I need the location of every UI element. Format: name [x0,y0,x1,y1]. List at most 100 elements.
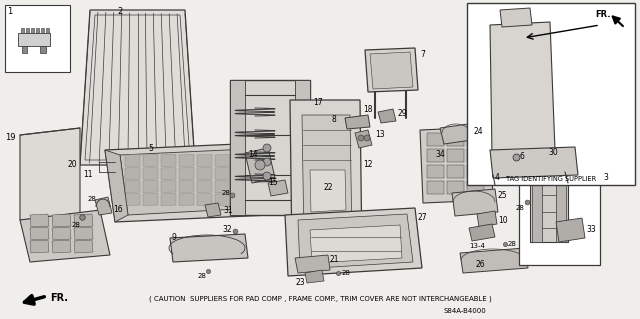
Polygon shape [302,115,352,243]
Polygon shape [74,214,93,227]
Text: 11: 11 [83,170,93,179]
Polygon shape [52,214,71,227]
Text: 28: 28 [72,222,81,228]
Polygon shape [197,194,212,205]
Polygon shape [290,100,362,258]
Polygon shape [490,147,578,178]
Polygon shape [143,181,158,192]
Polygon shape [233,181,248,192]
Polygon shape [179,181,194,192]
Polygon shape [197,154,212,167]
Text: 7: 7 [420,50,425,59]
Text: 2: 2 [117,7,122,16]
Polygon shape [345,115,370,129]
Polygon shape [469,224,495,241]
Polygon shape [74,240,93,253]
Text: 28: 28 [508,241,517,247]
Polygon shape [490,22,555,155]
Polygon shape [80,10,195,165]
Polygon shape [447,149,464,162]
Text: 25: 25 [498,191,508,200]
Polygon shape [95,197,112,215]
Text: 8: 8 [332,115,337,124]
Polygon shape [233,194,248,205]
Polygon shape [355,130,372,148]
Text: 13-4: 13-4 [469,243,485,249]
Polygon shape [161,167,176,180]
Text: 6: 6 [520,152,525,161]
Circle shape [263,172,271,180]
Polygon shape [295,255,330,273]
Polygon shape [467,133,484,146]
Text: 9: 9 [172,233,177,242]
Polygon shape [40,46,46,53]
Polygon shape [233,167,248,180]
Circle shape [263,158,271,166]
Polygon shape [41,28,44,33]
Polygon shape [179,167,194,180]
Text: 24: 24 [473,127,483,136]
Polygon shape [298,214,413,269]
Text: 28: 28 [516,205,525,211]
Text: 22: 22 [324,183,333,192]
Polygon shape [170,234,248,262]
Text: 30: 30 [548,148,557,157]
Polygon shape [5,5,70,72]
Text: FR.: FR. [595,10,611,19]
Polygon shape [125,194,140,205]
Polygon shape [143,194,158,205]
Text: 27: 27 [418,213,428,222]
Text: 20: 20 [68,160,77,169]
Polygon shape [52,240,71,253]
Polygon shape [26,28,29,33]
Text: 15: 15 [268,178,278,187]
Text: 28: 28 [342,270,351,276]
Polygon shape [215,167,230,180]
Text: S84A-B4000: S84A-B4000 [444,308,486,314]
Polygon shape [30,240,49,253]
Polygon shape [179,154,194,167]
Polygon shape [161,181,176,192]
Text: 17: 17 [313,98,323,107]
Polygon shape [230,80,310,215]
Text: 10: 10 [498,216,508,225]
Polygon shape [21,28,24,33]
Polygon shape [447,133,464,146]
Polygon shape [295,80,310,215]
Text: 31: 31 [223,206,232,215]
Circle shape [263,144,271,152]
Polygon shape [179,194,194,205]
Polygon shape [519,147,600,265]
Text: 34: 34 [435,150,445,159]
Polygon shape [305,270,324,283]
Polygon shape [52,227,71,240]
Polygon shape [268,180,288,196]
Polygon shape [30,214,49,227]
Polygon shape [467,3,635,185]
Circle shape [364,135,370,141]
Polygon shape [530,152,568,242]
Polygon shape [143,154,158,167]
Polygon shape [31,28,34,33]
Polygon shape [205,203,221,217]
Polygon shape [143,167,158,180]
Polygon shape [447,181,464,194]
Polygon shape [467,149,484,162]
Polygon shape [365,48,418,92]
Polygon shape [197,167,212,180]
Polygon shape [370,52,413,89]
Polygon shape [245,148,275,183]
Circle shape [358,135,364,141]
Text: TAG IDENTIFYING SUPPLIER: TAG IDENTIFYING SUPPLIER [506,176,596,182]
Text: 16: 16 [113,205,123,214]
Polygon shape [460,248,528,273]
Polygon shape [46,28,49,33]
Polygon shape [161,194,176,205]
Polygon shape [420,127,493,203]
Text: 5: 5 [148,144,153,153]
Text: 4: 4 [495,173,500,182]
Text: 12: 12 [363,160,372,169]
Text: 19: 19 [5,133,15,142]
Text: 33: 33 [586,225,596,234]
Text: 26: 26 [475,260,484,269]
